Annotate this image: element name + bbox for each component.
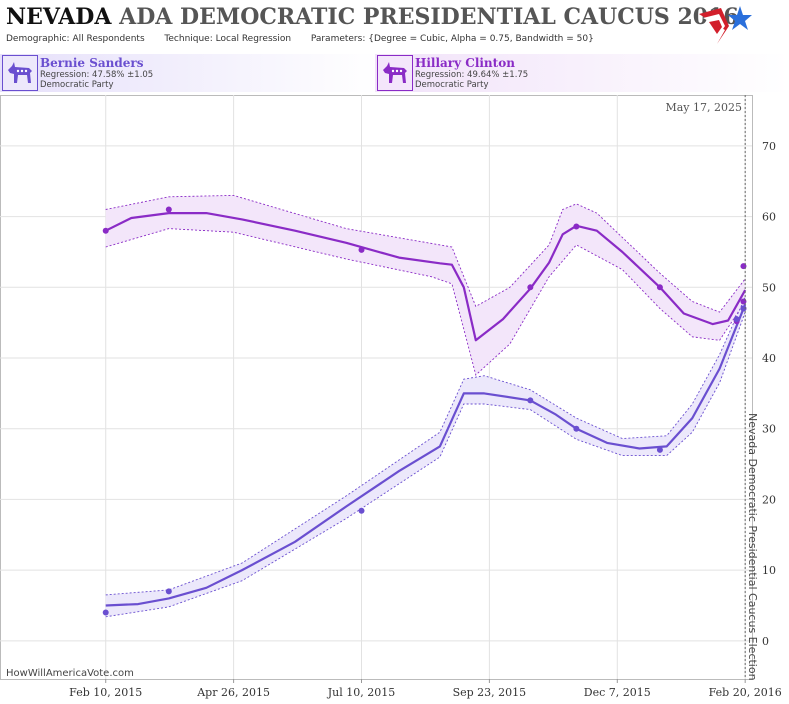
site-logo-icon — [699, 6, 752, 44]
y-tick-label: 10 — [762, 564, 776, 577]
x-tick-label: Dec 7, 2015 — [584, 686, 651, 699]
candidate-bar: Bernie Sanders Regression: 47.58% ±1.05 … — [0, 54, 789, 94]
y-tick-label: 30 — [762, 423, 776, 436]
current-date-label: May 17, 2025 — [665, 101, 742, 114]
watermark: HowWillAmericaVote.com — [6, 668, 134, 679]
band-upper-line — [105, 297, 746, 596]
x-tick-label: Feb 10, 2015 — [69, 686, 142, 699]
event-label: Nevada Democratic Presidential Caucus El… — [746, 413, 759, 681]
y-tick-label: 40 — [762, 352, 776, 365]
x-tick-label: Jul 10, 2015 — [327, 686, 396, 699]
y-tick-label: 60 — [762, 211, 776, 224]
band-upper-line — [105, 194, 746, 313]
regression-line — [105, 303, 747, 607]
parameters-value: {Degree = Cubic, Alpha = 0.75, Bandwidth… — [368, 34, 594, 44]
y-tick-label: 70 — [762, 140, 776, 153]
poll-point — [733, 316, 740, 323]
candidate-card-sanders: Bernie Sanders Regression: 47.58% ±1.05 … — [0, 54, 378, 92]
x-tick-label: Apr 26, 2015 — [196, 686, 270, 699]
demographic-value: All Respondents — [72, 34, 145, 44]
poll-point — [656, 284, 663, 291]
technique-label: Technique: — [164, 34, 213, 44]
plot-area — [0, 95, 753, 680]
page-title: NEVADA ADA DEMOCRATIC PRESIDENTIAL CAUCU… — [6, 4, 739, 30]
candidate-name: Bernie Sanders — [40, 56, 144, 70]
poll-point — [165, 588, 172, 595]
regression-lines — [105, 212, 747, 607]
regression-line — [105, 212, 747, 342]
poll-point — [165, 206, 172, 213]
candidate-party: Democratic Party — [415, 80, 489, 90]
parameters-label: Parameters: — [310, 34, 366, 44]
donkey-icon — [2, 55, 38, 91]
poll-point — [358, 246, 365, 253]
poll-point — [527, 397, 534, 404]
demographic-label: Demographic: — [6, 34, 70, 44]
poll-point — [656, 446, 663, 453]
donkey-icon — [377, 55, 413, 91]
confidence-band — [105, 195, 746, 375]
candidate-name: Hillary Clinton — [415, 56, 515, 70]
band-lower-line — [105, 311, 746, 618]
candidate-regression: Regression: 49.64% ±1.75 — [415, 70, 529, 80]
poll-point — [573, 223, 580, 230]
regression-chart: Nevada Democratic Presidential Caucus El… — [0, 95, 782, 699]
poll-point — [102, 227, 109, 234]
poll-point — [358, 507, 365, 514]
band-lower-line — [105, 228, 746, 376]
poll-point — [527, 284, 534, 291]
poll-point — [573, 425, 580, 432]
x-axis: Feb 10, 2015 Apr 26, 2015 Jul 10, 2015 Sep … — [69, 679, 782, 699]
y-tick-label: 0 — [762, 635, 769, 648]
y-tick-label: 20 — [762, 493, 776, 506]
x-tick-label: Sep 23, 2015 — [453, 686, 527, 699]
technique-value: Local Regression — [215, 34, 292, 44]
y-axis: 0 10 20 30 40 50 60 70 — [762, 140, 776, 648]
x-tick-label: Feb 20, 2016 — [709, 686, 782, 699]
poll-point — [102, 609, 109, 616]
y-tick-label: 50 — [762, 281, 776, 294]
confidence-band — [105, 297, 746, 617]
confidence-bands — [105, 194, 746, 618]
candidate-card-clinton: Hillary Clinton Regression: 49.64% ±1.75… — [375, 54, 789, 92]
title-rest: ADA DEMOCRATIC PRESIDENTIAL CAUCUS 2016 — [119, 4, 739, 30]
parameters-line: Demographic: All Respondents Technique: … — [6, 34, 594, 44]
candidate-regression: Regression: 47.58% ±1.05 — [40, 70, 154, 80]
candidate-party: Democratic Party — [40, 80, 114, 90]
chart-header: NEVADA ADA DEMOCRATIC PRESIDENTIAL CAUCU… — [0, 0, 789, 53]
title-state: NEVADA — [6, 4, 112, 30]
